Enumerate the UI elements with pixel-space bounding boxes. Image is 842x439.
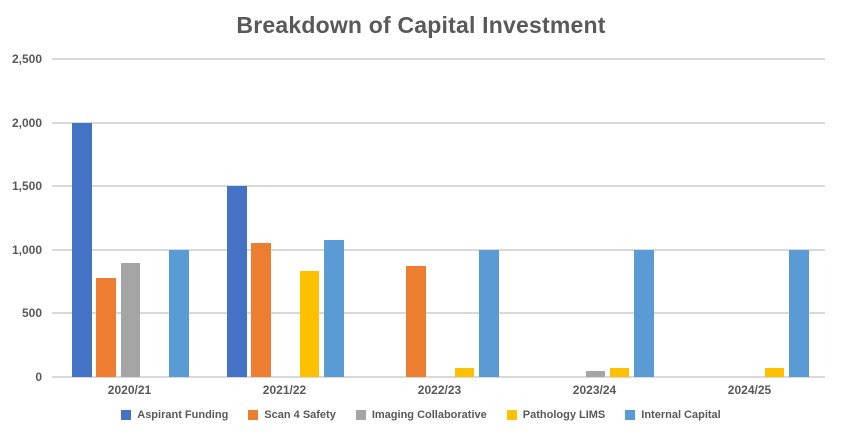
- legend-label: Aspirant Funding: [137, 409, 229, 421]
- legend-item: Scan 4 Safety: [248, 409, 336, 421]
- legend-item: Pathology LIMS: [506, 409, 606, 421]
- bar-aspirant-funding: [72, 122, 92, 377]
- x-axis-category-label: 2020/21: [107, 383, 152, 397]
- gridline: [52, 376, 825, 378]
- bar-pathology-lims: [454, 368, 475, 377]
- bar-pathology-lims: [764, 368, 785, 377]
- x-axis-category-label: 2021/22: [262, 383, 307, 397]
- gridline: [52, 248, 825, 251]
- bar-aspirant-funding: [227, 186, 247, 377]
- legend-swatch: [355, 410, 366, 420]
- chart-title: Breakdown of Capital Investment: [236, 12, 606, 38]
- legend-label: Scan 4 Safety: [264, 409, 336, 421]
- legend-label: Internal Capital: [641, 409, 721, 421]
- legend-item: Aspirant Funding: [121, 409, 228, 421]
- legend-label: Pathology LIMS: [522, 409, 606, 421]
- bar-scan-4-safety: [406, 266, 426, 377]
- bar-scan-4-safety: [96, 278, 116, 377]
- bar-internal-capital: [324, 239, 344, 377]
- y-axis-tick-label: 1,000: [11, 242, 42, 257]
- x-axis-category-label: 2022/23: [417, 383, 462, 397]
- gridline: [52, 58, 825, 60]
- y-axis-tick-label: 500: [21, 306, 42, 321]
- bar-internal-capital: [169, 249, 189, 377]
- legend-swatch: [248, 410, 259, 420]
- chart-legend: Aspirant Funding Scan 4 Safety Imaging Col…: [0, 409, 842, 421]
- legend-item: Internal Capital: [625, 409, 721, 421]
- bar-imaging-collaborative: [120, 262, 141, 377]
- bar-imaging-collaborative: [585, 371, 606, 377]
- bar-pathology-lims: [299, 271, 320, 377]
- legend-item: Imaging Collaborative: [355, 409, 487, 421]
- x-axis-category-label: 2024/25: [727, 383, 772, 397]
- y-axis-tick-label: 1,500: [11, 179, 42, 194]
- legend-swatch: [121, 410, 132, 420]
- legend-label: Imaging Collaborative: [371, 409, 487, 421]
- x-axis-category-label: 2023/24: [572, 383, 617, 397]
- bar-internal-capital: [479, 249, 499, 377]
- y-axis-tick-label: 2,500: [11, 52, 42, 66]
- legend-swatch: [625, 410, 636, 420]
- gridline: [52, 185, 825, 188]
- gridline: [52, 121, 825, 124]
- bar-scan-4-safety: [251, 243, 271, 377]
- legend-swatch: [506, 410, 517, 420]
- y-axis-tick-label: 2,000: [11, 115, 42, 130]
- y-axis-tick-label: 0: [35, 370, 42, 384]
- bar-internal-capital: [634, 249, 654, 377]
- bar-internal-capital: [789, 249, 809, 377]
- gridline: [52, 312, 825, 315]
- bar-pathology-lims: [609, 368, 630, 377]
